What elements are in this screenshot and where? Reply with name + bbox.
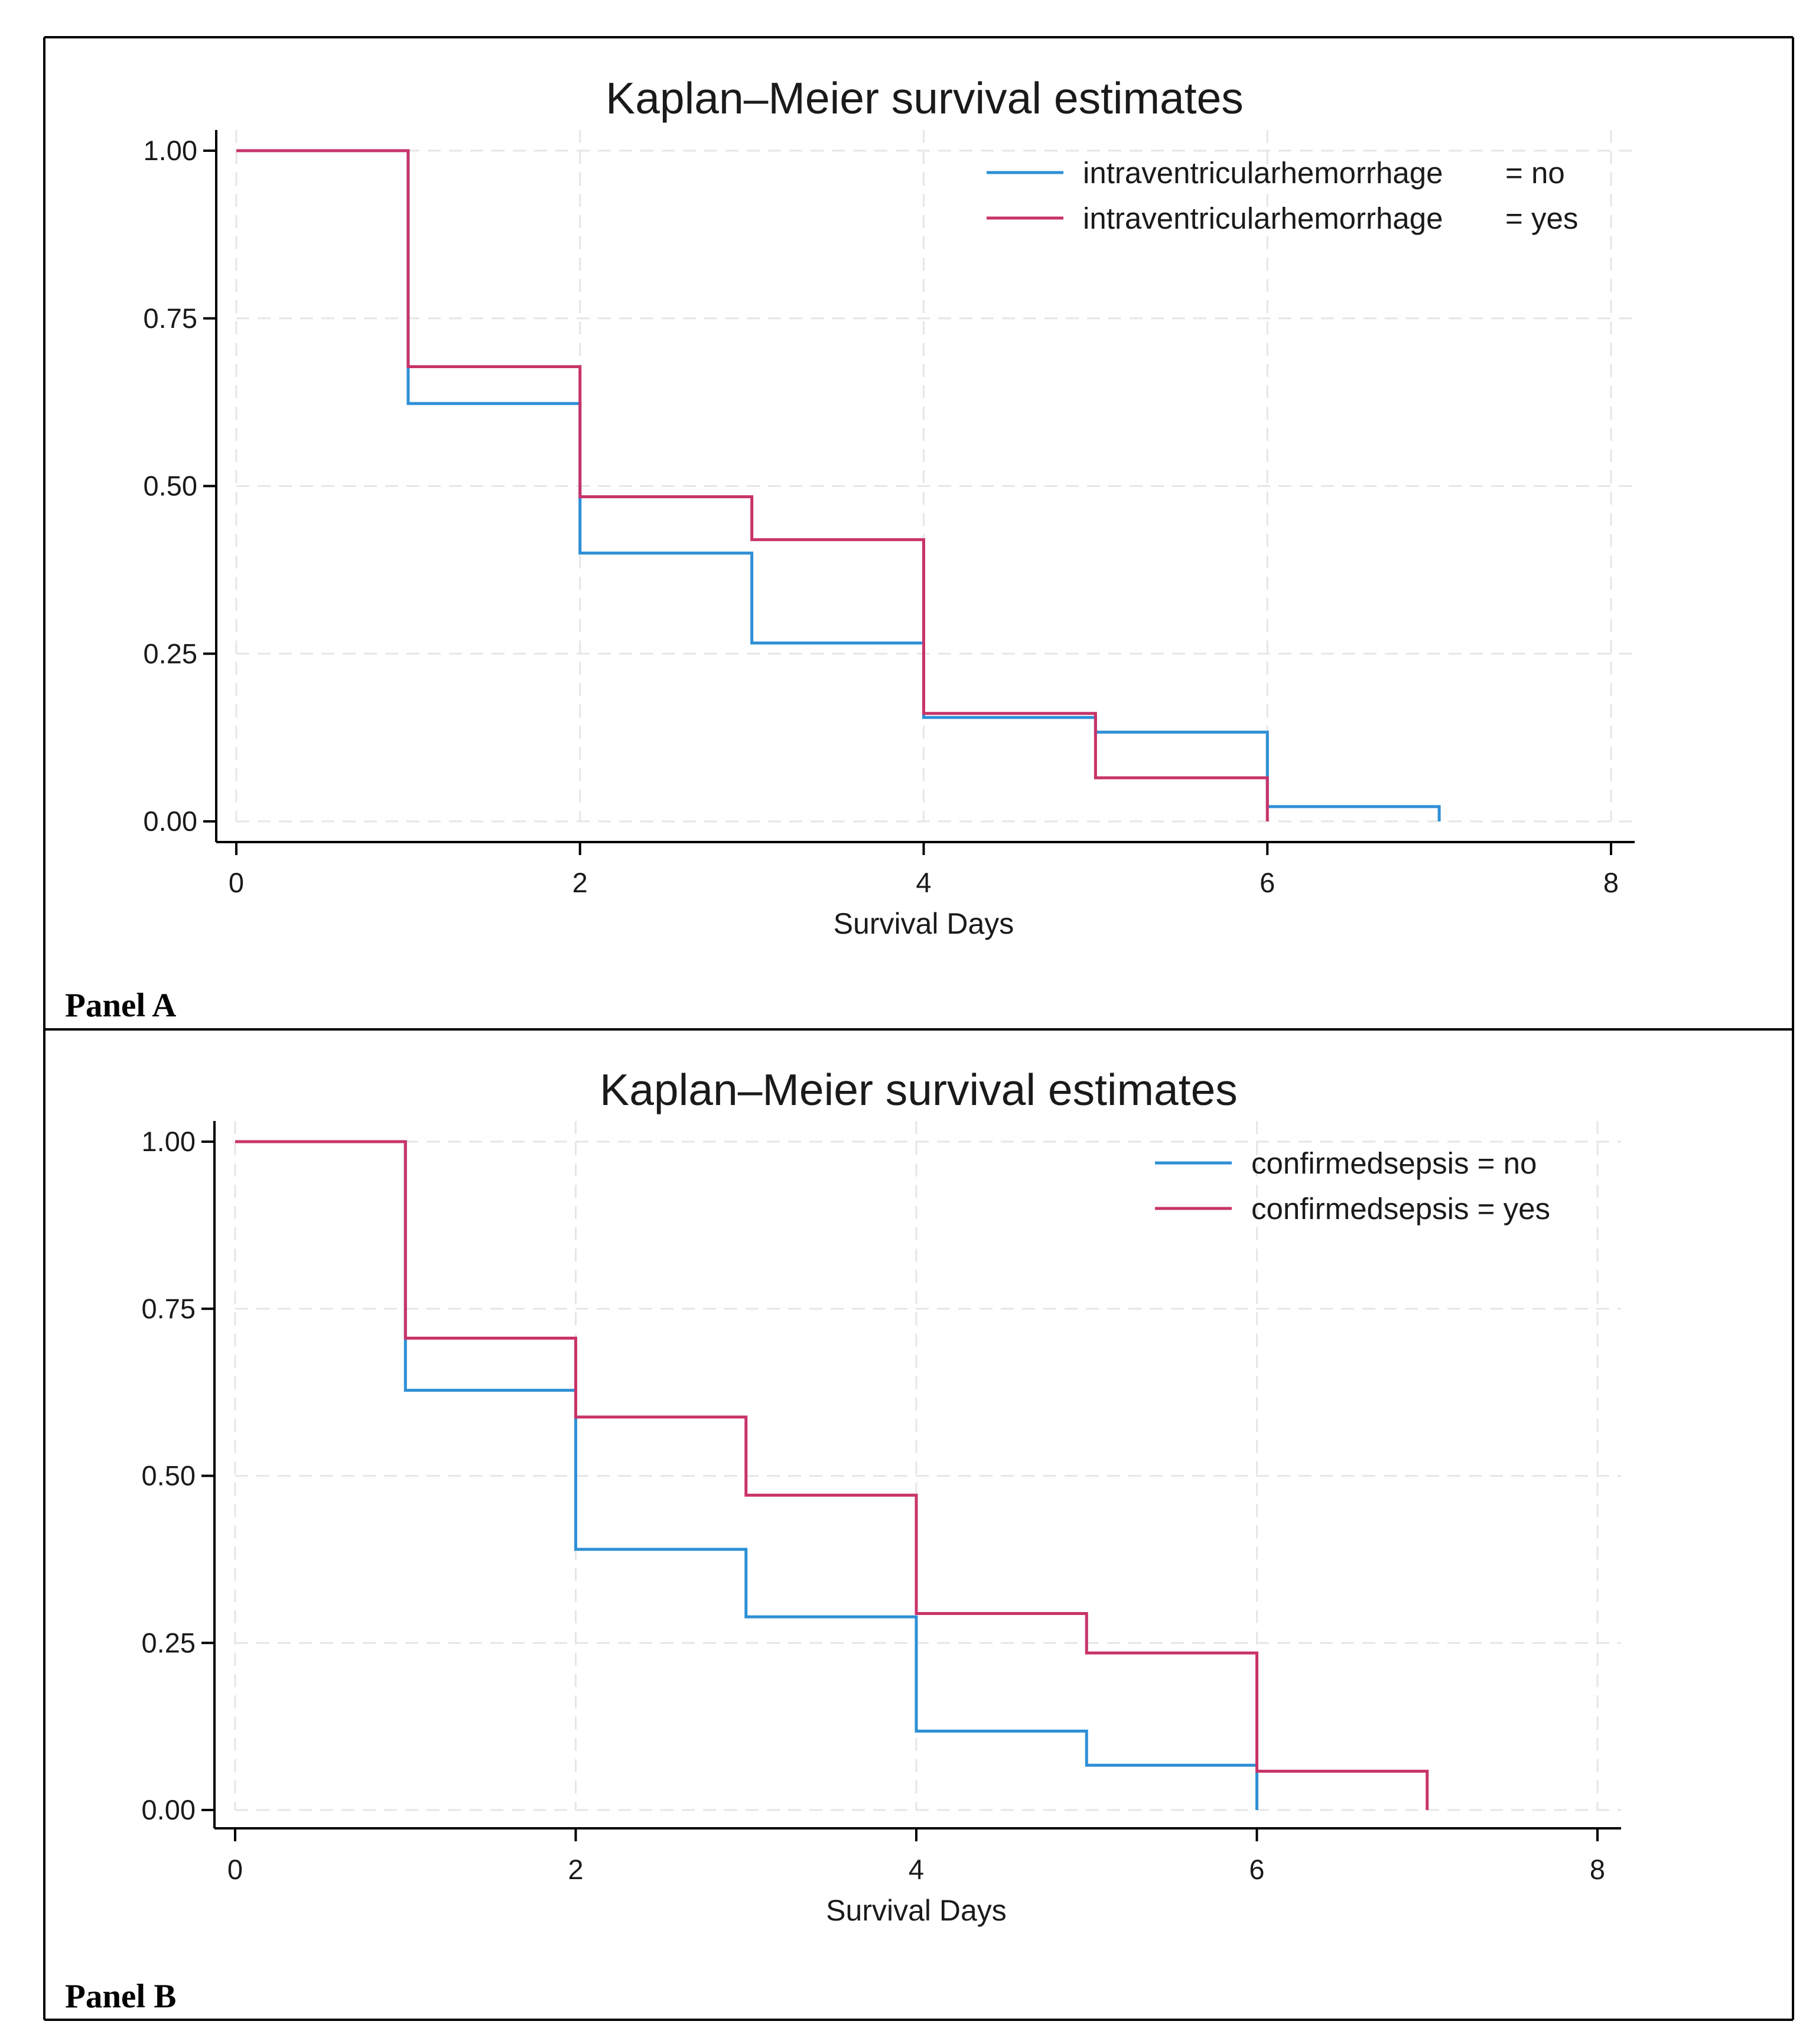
x-tick-label: 0 [229,867,244,898]
x-tick-label: 8 [1603,867,1619,898]
x-tick-label: 6 [1260,867,1275,898]
legend-group: = no [1505,156,1565,190]
chart-title: Kaplan–Meier survival estimates [600,1065,1238,1114]
survival-curve-yes [236,149,1269,821]
y-tick-label: 0.50 [142,1460,196,1491]
x-tick-label: 4 [909,1854,924,1885]
x-tick-label: 0 [227,1854,243,1885]
y-tick-label: 0.25 [142,1627,196,1658]
legend-label: intraventricularhemorrhage [1083,202,1443,235]
x-tick-label: 2 [572,867,588,898]
x-tick-label: 6 [1249,1854,1264,1885]
x-axis-title: Survival Days [834,907,1014,940]
legend-label: intraventricularhemorrhage [1083,156,1443,190]
x-tick-label: 4 [916,867,931,898]
legend-label: confirmedsepsis = yes [1251,1192,1550,1226]
x-tick-label: 8 [1590,1854,1605,1885]
survival-curve-no [235,1140,1258,1810]
panel-a-chart: 0.00 0.25 0.50 0.75 1.00 0 2 4 6 8 Kaplan–Meier su… [65,73,1635,1024]
x-tick-label: 2 [568,1854,583,1885]
y-tick-label: 1.00 [144,135,197,166]
chart-title: Kaplan–Meier survival estimates [606,73,1244,123]
x-axis-title: Survival Days [826,1894,1007,1927]
legend-group: = yes [1505,202,1578,235]
panel-label: Panel B [65,1978,176,2015]
survival-curve-yes [235,1140,1429,1810]
y-tick-label: 0.75 [144,303,197,334]
panel-b-chart: 0.00 0.25 0.50 0.75 1.00 0 2 4 6 8 Kaplan–Meier su… [65,1065,1621,2015]
y-tick-label: 1.00 [142,1126,196,1157]
y-tick-label: 0.50 [144,470,197,502]
y-tick-label: 0.25 [144,638,197,669]
legend-label: confirmedsepsis = no [1251,1146,1537,1180]
y-tick-label: 0.00 [144,805,197,837]
panel-label: Panel A [65,987,176,1024]
y-tick-label: 0.00 [142,1794,196,1825]
y-tick-label: 0.75 [142,1293,196,1324]
figure-frame [43,36,1794,2021]
